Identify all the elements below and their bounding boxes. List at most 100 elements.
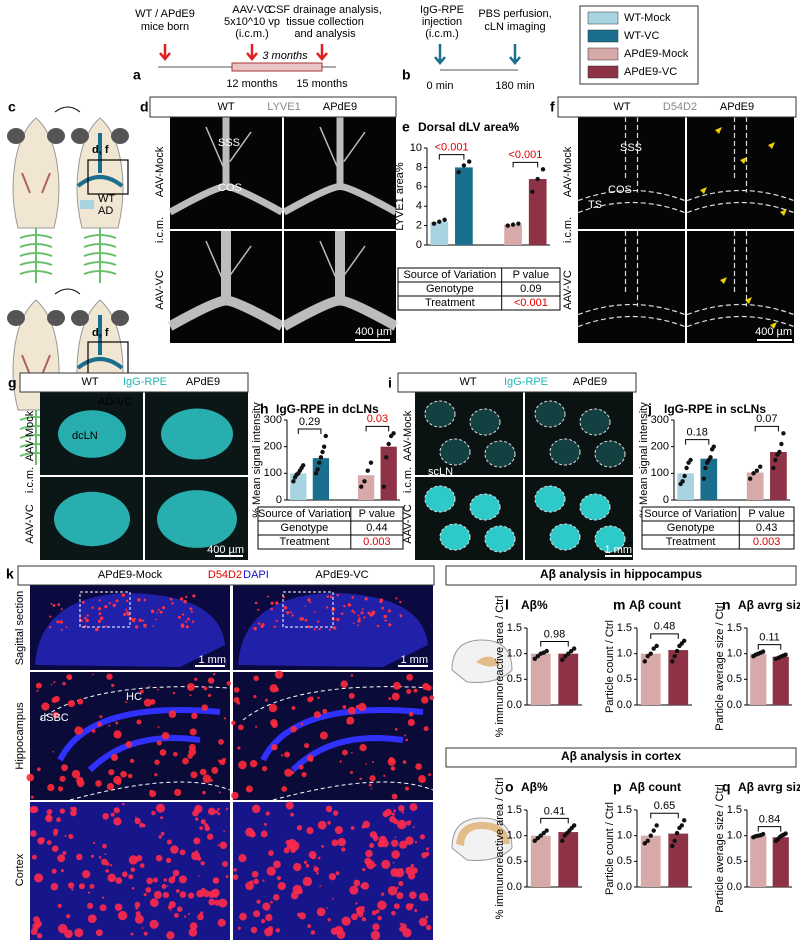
row-label: AAV-VC	[154, 270, 166, 310]
legend-label: APdE9-Mock	[624, 48, 689, 60]
box-label: d, f	[92, 327, 109, 339]
eye	[71, 310, 89, 326]
y-tick-label: 1.0	[727, 648, 742, 660]
plaque	[46, 814, 52, 820]
plaque	[330, 927, 338, 935]
plaque	[358, 617, 361, 620]
plaque	[334, 825, 343, 835]
y-tick-label: 0.0	[507, 881, 522, 893]
data-point	[560, 838, 565, 843]
plaque	[313, 711, 321, 719]
image	[233, 672, 433, 800]
plaque	[363, 616, 366, 619]
plaque	[372, 835, 379, 841]
plaque	[129, 758, 135, 764]
table-cell: Genotype	[667, 522, 715, 534]
data-point	[571, 823, 577, 828]
y-axis-label: Particle average size / Ctrl	[714, 602, 726, 730]
plaque	[165, 857, 172, 864]
timeline-period	[231, 62, 323, 72]
event: cLN imaging	[484, 21, 545, 33]
plaque	[418, 917, 428, 927]
data-point	[679, 823, 685, 828]
plaque	[188, 912, 191, 915]
plaque	[267, 926, 274, 932]
plaque	[306, 754, 314, 762]
data-point	[670, 659, 675, 664]
plaque	[275, 601, 279, 605]
plaque	[361, 905, 365, 909]
plaque	[94, 627, 99, 632]
plaque	[340, 680, 349, 688]
plaque	[172, 691, 176, 695]
plaque	[143, 931, 148, 936]
chart-title: Dorsal dLV area%	[418, 120, 519, 134]
plaque	[193, 837, 201, 845]
plaque	[136, 719, 142, 725]
plaque	[293, 862, 302, 872]
plaque	[268, 703, 278, 713]
plaque	[394, 728, 398, 731]
data-point	[535, 836, 540, 841]
lymph-node	[484, 440, 516, 468]
plaque	[339, 760, 342, 763]
plaque	[313, 866, 320, 873]
legend-swatch	[587, 65, 619, 79]
lymph-node	[439, 438, 471, 466]
plaque	[169, 909, 172, 911]
plaque	[327, 918, 331, 922]
plaque	[159, 749, 167, 756]
data-point	[315, 467, 320, 472]
plaque	[51, 697, 58, 703]
plaque	[190, 771, 198, 779]
plaque	[139, 689, 144, 694]
plaque	[212, 877, 220, 884]
plaque	[134, 901, 141, 908]
plaque	[326, 907, 328, 909]
plaque	[218, 898, 228, 908]
arrow	[54, 288, 81, 295]
y-tick-label: 300	[264, 414, 282, 426]
y-tick-label: 1.0	[727, 830, 742, 842]
plaque	[168, 876, 176, 884]
vessel-outline	[577, 117, 686, 214]
plaque	[185, 595, 188, 599]
eye	[47, 310, 65, 326]
data-point	[516, 221, 521, 226]
y-axis-label: % Mean signal intensity	[638, 402, 650, 518]
plaque	[391, 692, 400, 701]
plaque	[249, 759, 258, 768]
section-box	[445, 747, 797, 768]
arrows	[434, 44, 521, 65]
plaque	[112, 603, 117, 608]
plaque	[361, 608, 364, 611]
duration: 3 months	[262, 50, 308, 62]
plaque	[317, 856, 321, 860]
vessel-outline	[686, 231, 795, 316]
roi-box	[282, 591, 334, 628]
stats-table	[397, 267, 561, 311]
plaque	[317, 620, 320, 623]
legend-label: WT-VC	[624, 30, 659, 42]
plaque	[238, 760, 247, 770]
plaque	[415, 763, 422, 770]
plaque	[62, 681, 66, 686]
group-label: AD	[98, 205, 113, 217]
plaque	[388, 697, 392, 700]
bar	[312, 458, 330, 500]
plaque	[188, 747, 197, 756]
plaque	[314, 611, 316, 614]
roi-box	[87, 159, 129, 195]
data-point	[461, 163, 467, 168]
bar	[380, 446, 397, 500]
data-point	[505, 223, 510, 228]
plaque	[309, 696, 314, 701]
chart-title: Aβ avrg size	[738, 598, 800, 612]
data-point	[771, 465, 776, 471]
plaque	[406, 820, 411, 826]
plaque	[371, 760, 374, 763]
plaque	[195, 817, 199, 821]
plaque	[87, 891, 91, 894]
arrowhead	[745, 297, 752, 304]
plaque	[208, 898, 216, 906]
